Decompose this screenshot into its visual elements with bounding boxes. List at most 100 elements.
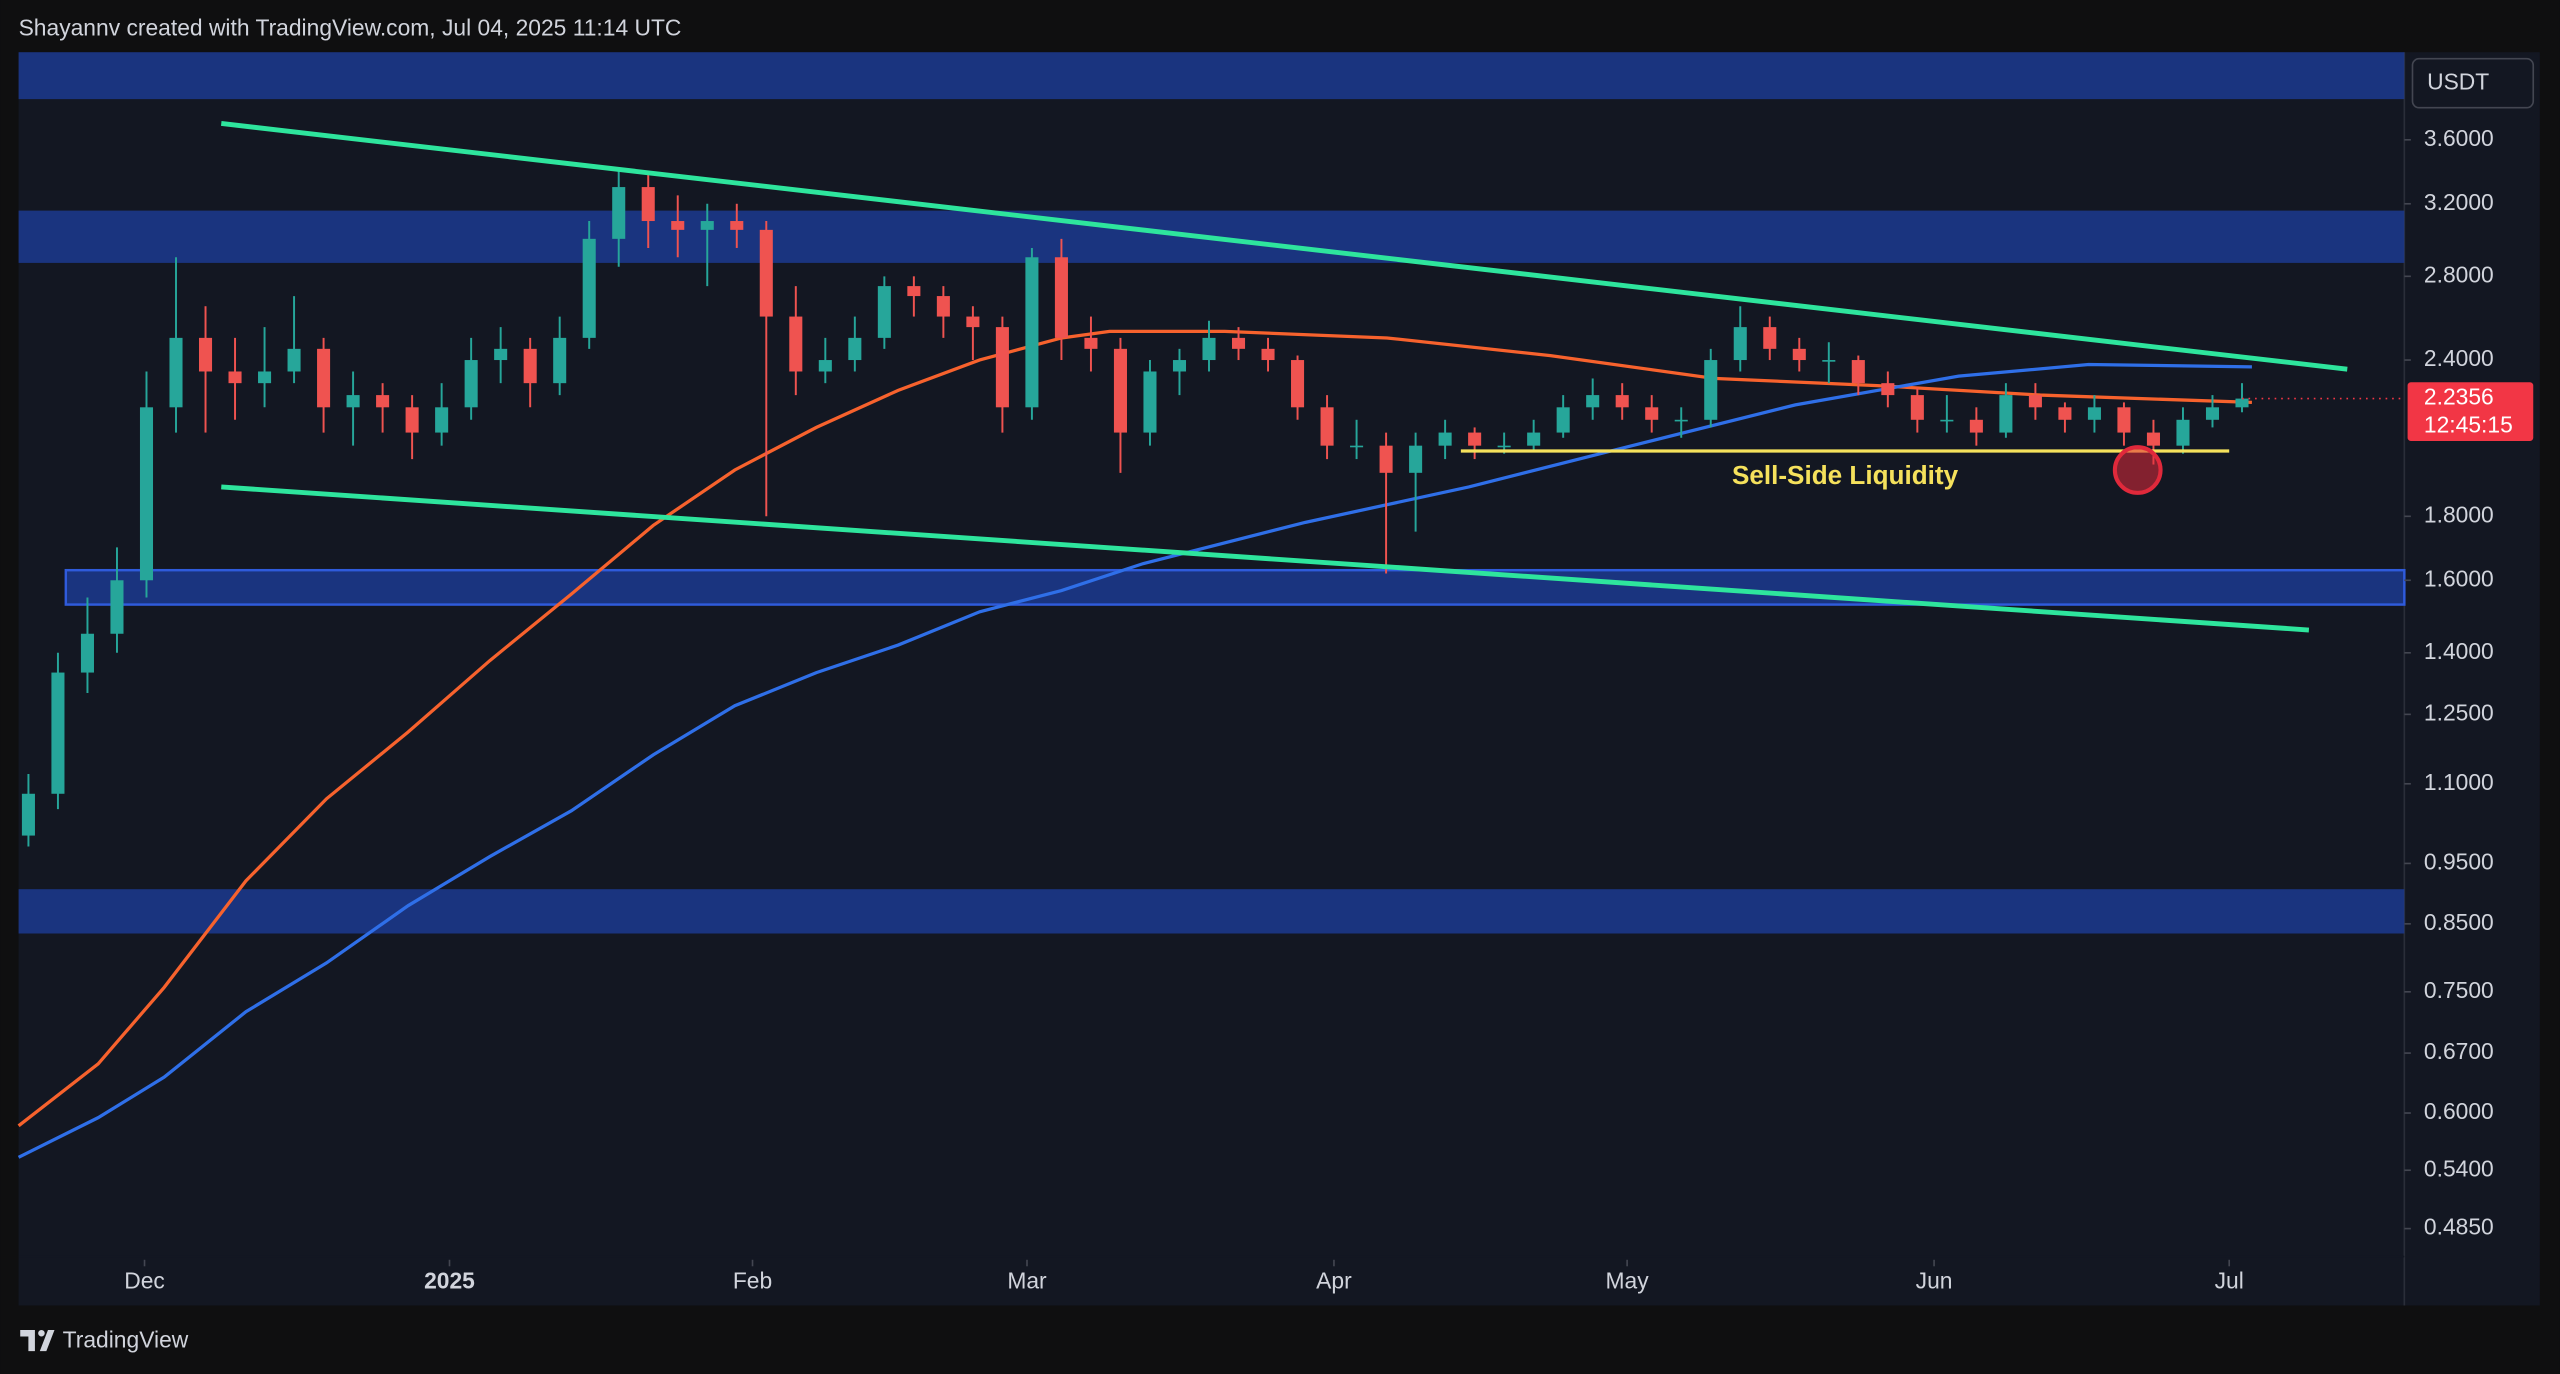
candle-body xyxy=(1320,407,1334,446)
candle-body xyxy=(2235,398,2249,408)
footer-brand: TradingView xyxy=(63,1326,189,1352)
y-tick-label: 0.7500 xyxy=(2424,977,2494,1003)
y-tick-label: 1.4000 xyxy=(2424,638,2494,664)
x-tick-label: Dec xyxy=(124,1268,165,1294)
header-title: Shayannv created with TradingView.com, J… xyxy=(19,14,682,40)
candle-body xyxy=(1143,371,1157,433)
candle-body xyxy=(1940,419,1954,422)
candle-body xyxy=(995,327,1009,408)
candle-body xyxy=(1586,395,1600,408)
candle-body xyxy=(2205,407,2220,420)
candle-body xyxy=(1999,395,2013,433)
candle-body xyxy=(1202,337,1216,361)
moving-average xyxy=(17,362,2252,1159)
candle-body xyxy=(789,316,803,372)
last-price-box xyxy=(2407,382,2534,442)
sweep-marker xyxy=(2112,445,2163,495)
x-tick-label: Feb xyxy=(733,1268,772,1294)
x-tick-label: Mar xyxy=(1007,1268,1047,1294)
candle-body xyxy=(1822,360,1836,362)
candle-body xyxy=(169,337,183,408)
candle-body xyxy=(2028,395,2042,408)
trendline xyxy=(220,121,2348,372)
x-tick-label: 2025 xyxy=(424,1268,475,1294)
y-tick-label: 1.2500 xyxy=(2424,699,2494,725)
candle-body xyxy=(317,348,331,408)
candle-body xyxy=(2058,407,2072,420)
candle-body xyxy=(1704,360,1718,420)
candle-body xyxy=(1291,360,1305,408)
candle-body xyxy=(1527,432,1541,446)
candle-body xyxy=(464,360,478,408)
y-tick-label: 2.4000 xyxy=(2424,345,2494,371)
candle-body xyxy=(287,348,301,372)
candle-body xyxy=(907,286,921,297)
candle-body xyxy=(1261,348,1275,361)
candle-body xyxy=(1674,419,1688,422)
candle-body xyxy=(1910,395,1924,420)
candle-body xyxy=(1497,445,1511,448)
currency: USDT xyxy=(2427,68,2489,94)
candle-body xyxy=(1379,445,1393,473)
candle-body xyxy=(2146,432,2160,446)
y-tick-label: 1.1000 xyxy=(2424,769,2494,795)
x-tick-label: Apr xyxy=(1316,1268,1352,1294)
candle-body xyxy=(494,348,508,361)
zone xyxy=(64,568,2406,606)
candle-body xyxy=(110,580,124,634)
countdown: 12:45:15 xyxy=(2424,411,2513,437)
candle-body xyxy=(700,221,714,230)
candle-body xyxy=(435,407,449,433)
candle-body xyxy=(1792,348,1806,361)
zone xyxy=(18,889,2405,934)
candle-body xyxy=(1172,360,1187,372)
candle-body xyxy=(553,337,567,384)
candle-body xyxy=(671,221,685,230)
candle-body xyxy=(936,296,950,317)
candle-body xyxy=(198,337,213,372)
candle-body xyxy=(1763,327,1777,349)
logo-dot xyxy=(38,1329,45,1337)
candle-body xyxy=(1733,327,1747,361)
candle-body xyxy=(1054,257,1068,338)
candle-body xyxy=(2087,407,2101,420)
candle-body xyxy=(376,395,390,408)
y-tick-label: 2.8000 xyxy=(2424,261,2494,287)
candle-body xyxy=(139,407,154,581)
y-tick-label: 0.5400 xyxy=(2424,1155,2494,1181)
candle-body xyxy=(523,348,537,384)
x-tick-label: May xyxy=(1606,1268,1650,1294)
candle-body xyxy=(1409,445,1423,473)
plot-area: Sell-Side Liquidity xyxy=(17,52,2406,1159)
y-tick-label: 0.9500 xyxy=(2424,848,2494,874)
logo-icon xyxy=(20,1329,55,1352)
y-tick-label: 0.6700 xyxy=(2424,1038,2494,1064)
footer-logo xyxy=(20,1329,55,1352)
candle-body xyxy=(1113,348,1127,433)
y-tick-label: 1.8000 xyxy=(2424,501,2494,527)
candle-body xyxy=(1468,432,1482,446)
candle-body xyxy=(228,371,242,384)
candle-body xyxy=(1851,360,1865,384)
candle-body xyxy=(848,337,862,361)
x-tick-label: Jun xyxy=(1916,1268,1953,1294)
candle-body xyxy=(51,672,65,794)
currency-box xyxy=(2411,57,2535,109)
candle-body xyxy=(2117,407,2131,433)
liquidity-label: Sell-Side Liquidity xyxy=(1732,460,1959,490)
candle-body xyxy=(258,371,272,384)
candle-body xyxy=(612,187,626,239)
candle-body xyxy=(1231,337,1246,349)
y-tick-label: 3.2000 xyxy=(2424,189,2494,215)
candle-body xyxy=(582,238,596,338)
candle-body xyxy=(1645,407,1659,420)
y-tick-label: 0.8500 xyxy=(2424,909,2494,935)
moving-average xyxy=(17,329,2252,1128)
candle-body xyxy=(730,221,744,230)
y-tick-label: 0.4850 xyxy=(2424,1214,2494,1240)
last-price: 2.2356 xyxy=(2424,384,2494,410)
candle-body xyxy=(21,793,35,836)
candle-body xyxy=(1438,432,1452,446)
